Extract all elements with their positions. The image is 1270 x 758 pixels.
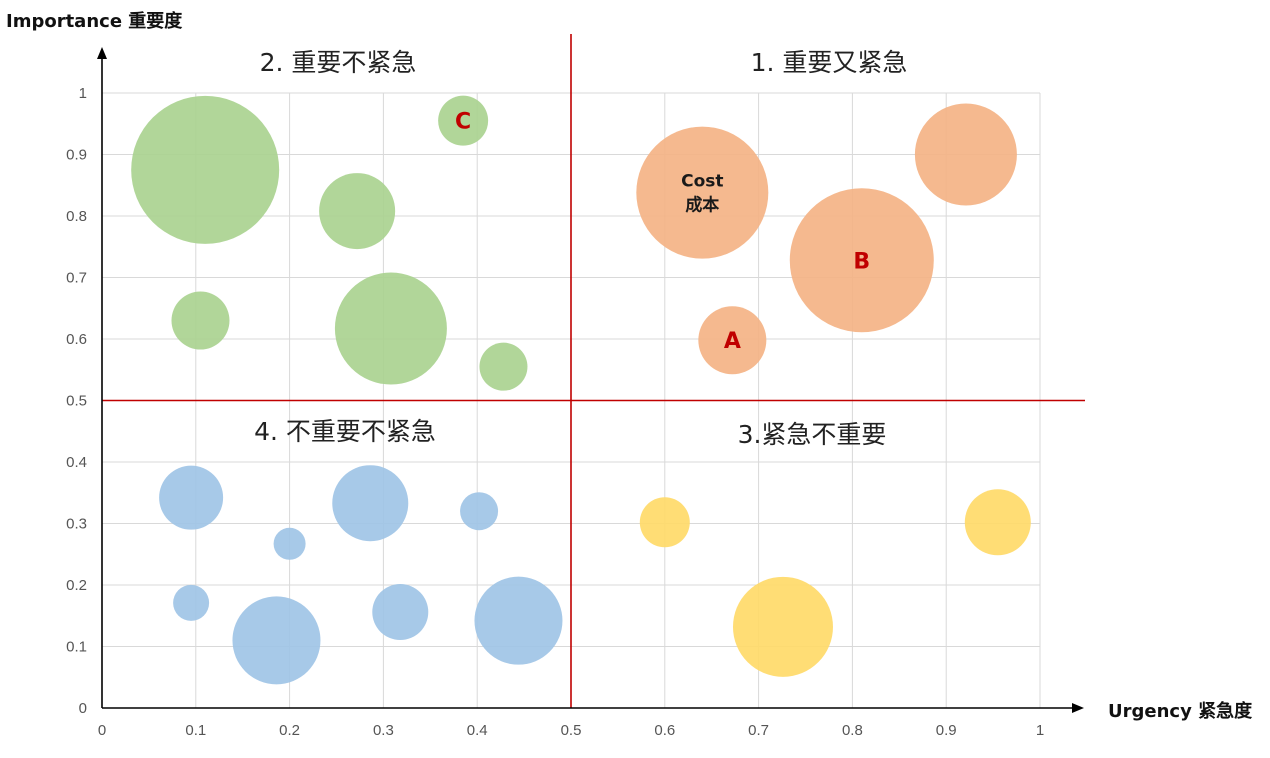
bubbles [131, 95, 1031, 685]
x-axis-arrow [1072, 703, 1084, 713]
x-tick-label: 0 [98, 722, 106, 739]
x-tick-label: 0.4 [467, 722, 488, 739]
bubble [131, 95, 280, 244]
bubble [159, 465, 224, 530]
bubble [639, 497, 690, 548]
bubble [914, 103, 1017, 206]
bubble [698, 306, 767, 375]
quadrant-label: 3.紧急不重要 [738, 420, 887, 449]
bubble-label: Cost [681, 172, 723, 192]
bubble [789, 188, 934, 333]
bubble-label: 成本 [685, 195, 719, 216]
quadrant-label: 1. 重要又紧急 [751, 48, 908, 77]
bubble [636, 126, 769, 259]
x-tick-label: 0.2 [279, 722, 300, 739]
x-tick-label: 0.3 [373, 722, 394, 739]
x-tick-label: 0.6 [654, 722, 675, 739]
bubble [474, 576, 563, 665]
bubble [232, 596, 321, 685]
y-axis-title: Importance 重要度 [6, 10, 183, 32]
bubble [173, 584, 210, 621]
y-axis-arrow [97, 47, 107, 59]
bubble-label: A [724, 329, 741, 354]
bubble [732, 576, 833, 677]
bubble [479, 342, 528, 391]
bubble [332, 465, 409, 542]
y-tick-label: 0.2 [66, 577, 87, 594]
bubble [273, 527, 306, 560]
y-tick-label: 0.8 [66, 208, 87, 225]
bubble-label: B [853, 249, 870, 274]
x-tick-label: 0.7 [748, 722, 769, 739]
x-tick-label: 1 [1036, 722, 1044, 739]
y-tick-label: 0.4 [66, 454, 87, 471]
y-tick-label: 0.6 [66, 331, 87, 348]
axes [97, 47, 1084, 713]
x-tick-label: 0.5 [561, 722, 582, 739]
bubble [964, 489, 1031, 556]
x-tick-label: 0.1 [185, 722, 206, 739]
y-tick-label: 0.1 [66, 639, 87, 656]
x-tick-label: 0.9 [936, 722, 957, 739]
bubble-labels: C Cost 成本 B A [455, 110, 870, 355]
y-tick-label: 0.3 [66, 516, 87, 533]
bubble [334, 272, 447, 385]
y-tick-label: 0.9 [66, 147, 87, 164]
bubble [372, 584, 429, 641]
tick-labels: 0 0.1 0.2 0.3 0.4 0.5 0.6 0.7 0.8 0.9 1 0 0.1 0.2 0.3 0… [66, 85, 1044, 739]
bubble [460, 492, 499, 531]
x-axis-title: Urgency 紧急度 [1108, 700, 1253, 722]
y-tick-label: 0 [79, 700, 87, 717]
y-tick-label: 0.7 [66, 270, 87, 287]
quadrant-labels: 2. 重要不紧急 1. 重要又紧急 4. 不重要不紧急 3.紧急不重要 [254, 48, 907, 449]
y-tick-label: 0.5 [66, 393, 87, 410]
quadrant-label: 4. 不重要不紧急 [254, 417, 436, 446]
quadrant-label: 2. 重要不紧急 [260, 48, 417, 77]
bubble-label: C [455, 110, 471, 135]
quadrant-dividers [102, 34, 1085, 708]
bubble [319, 173, 396, 250]
bubble [171, 291, 230, 350]
y-tick-label: 1 [79, 85, 87, 102]
x-tick-label: 0.8 [842, 722, 863, 739]
bubble [438, 95, 489, 146]
